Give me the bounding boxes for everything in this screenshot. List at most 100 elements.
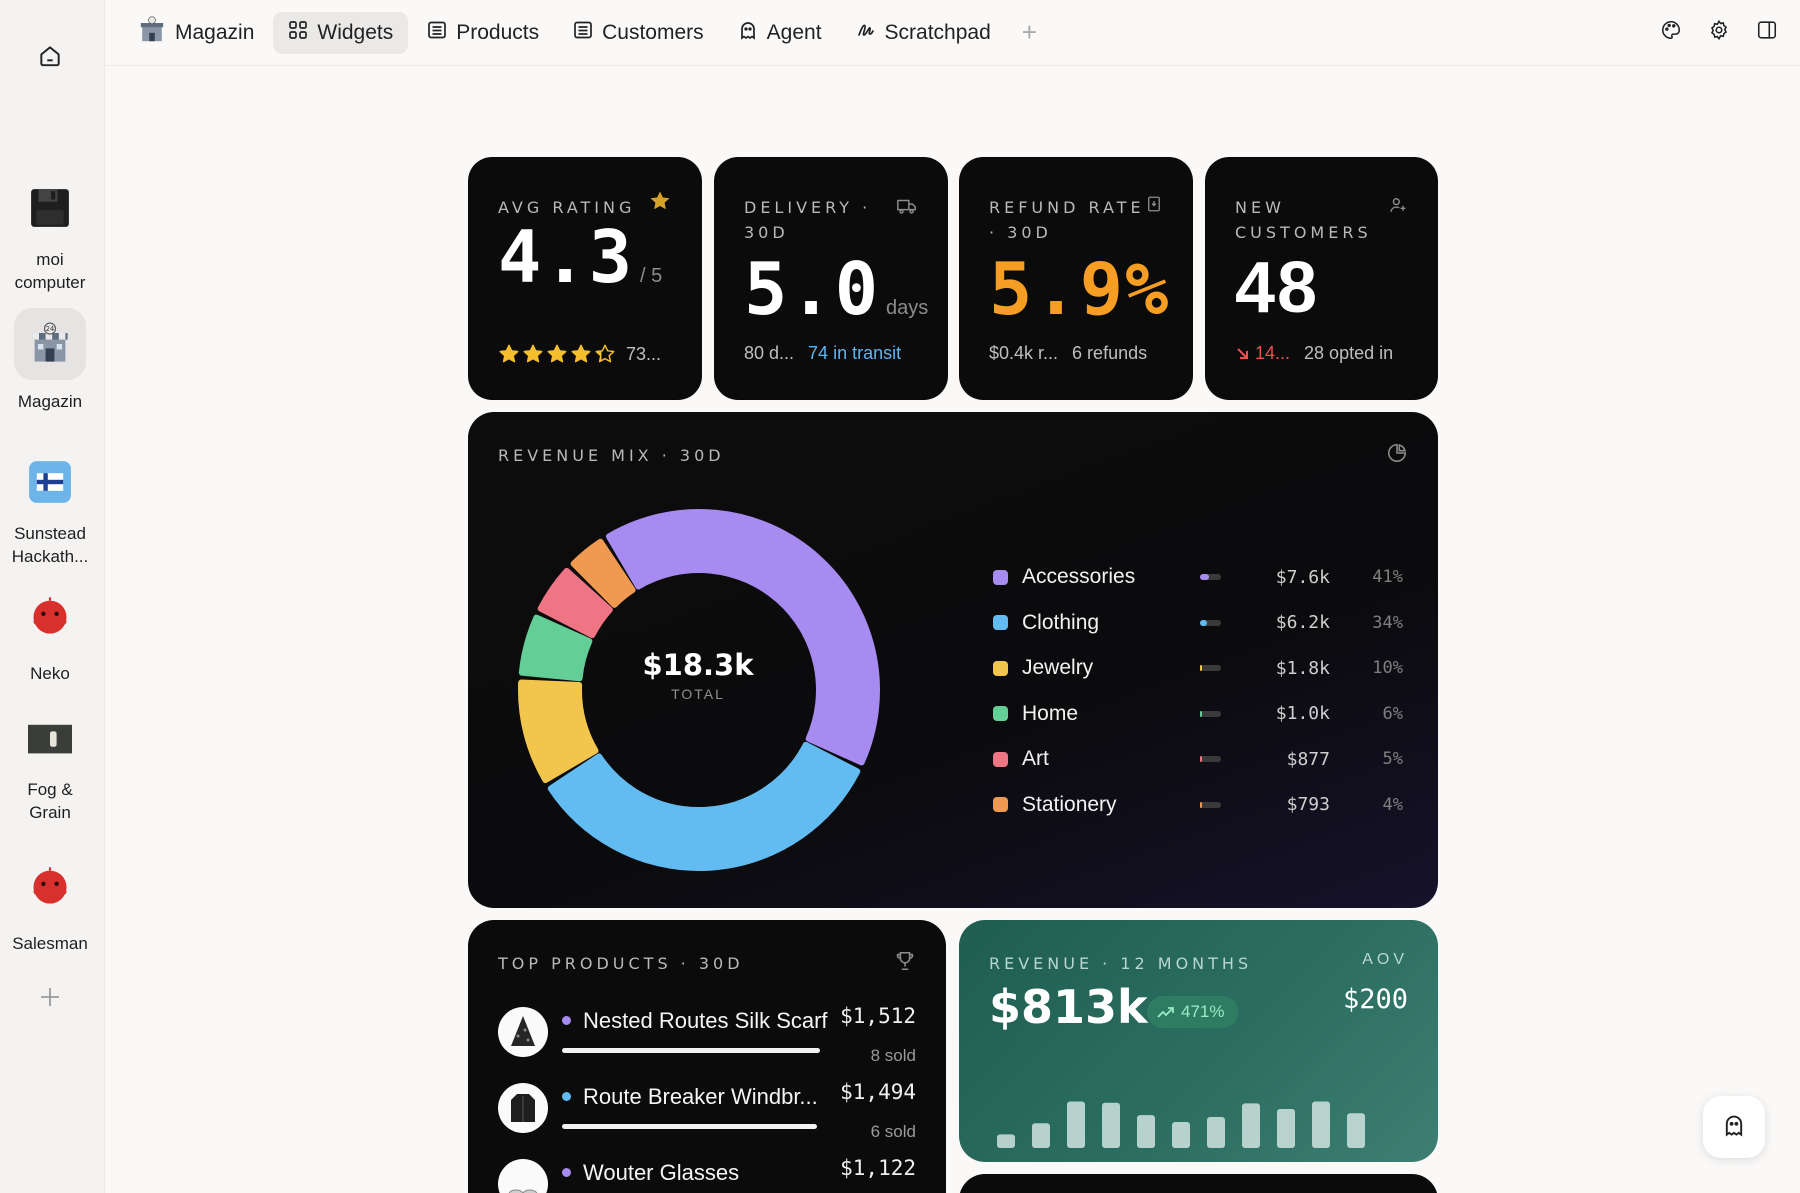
- kpi-value: 48: [1235, 248, 1320, 328]
- kpi-label-line1: NEW: [1235, 198, 1285, 217]
- legend-swatch: [993, 706, 1008, 721]
- growth-badge: 471%: [1147, 996, 1239, 1028]
- legend-value: $6.2k: [1275, 612, 1330, 633]
- revenue-month-bar[interactable]: [1102, 1102, 1120, 1148]
- sidebar-app-neko[interactable]: Neko: [0, 580, 100, 685]
- svg-text:24: 24: [46, 325, 54, 333]
- top-tab-bar: Magazin Widgets Products Customers Agent…: [105, 0, 1800, 66]
- tab-label: Widgets: [317, 20, 394, 44]
- revenue-month-bar[interactable]: [1277, 1108, 1295, 1148]
- delivery-in-transit: 74 in transit: [808, 343, 902, 363]
- legend-label: Clothing: [1022, 610, 1100, 634]
- delivery-value: 5.0: [744, 247, 881, 331]
- revenue-month-bar[interactable]: [997, 1134, 1015, 1148]
- add-app-button[interactable]: [36, 985, 64, 1013]
- tab-customers[interactable]: Customers: [558, 12, 719, 54]
- legend-item-jewelry[interactable]: Jewelry $1.8k 10%: [993, 653, 1403, 683]
- sidebar-app-sunstead[interactable]: Sunstead Hackath...: [0, 446, 100, 568]
- top-products-card: TOP PRODUCTS · 30D Nested Routes Silk Sc…: [468, 920, 946, 1193]
- top-right-actions: [1658, 17, 1780, 43]
- legend-item-accessories[interactable]: Accessories $7.6k 41%: [993, 562, 1403, 592]
- tab-products[interactable]: Products: [412, 12, 554, 54]
- sidebar-app-moi-computer[interactable]: moi computer: [0, 172, 100, 294]
- legend-swatch: [993, 660, 1008, 676]
- kpi-value: 5.0 days: [744, 247, 928, 331]
- jacket-thumbnail-icon: [498, 1083, 548, 1133]
- scarf-thumbnail-icon: [498, 1007, 548, 1057]
- add-tab-button[interactable]: +: [1021, 17, 1037, 47]
- agent-fab-button[interactable]: [1703, 1096, 1765, 1158]
- tab-label: Scratchpad: [884, 20, 991, 44]
- user-plus-icon: [1388, 195, 1408, 220]
- legend-item-home[interactable]: Home $1.0k 6%: [993, 699, 1403, 729]
- rating-unit: / 5: [640, 265, 663, 287]
- tab-scratchpad[interactable]: Scratchpad: [841, 12, 1006, 54]
- legend-swatch: [993, 569, 1008, 585]
- home-icon[interactable]: [32, 38, 68, 74]
- legend-item-art[interactable]: Art $877 5%: [993, 744, 1403, 774]
- sidebar-app-label: Fog & Grain: [27, 780, 73, 822]
- tab-agent[interactable]: Agent: [723, 12, 837, 54]
- revenue-month-bar[interactable]: [1172, 1121, 1190, 1148]
- donut-segment-art[interactable]: [537, 567, 613, 639]
- trend-up-icon: [1157, 1007, 1174, 1018]
- gear-icon[interactable]: [1706, 17, 1732, 43]
- tab-widgets[interactable]: Widgets: [273, 11, 409, 54]
- legend-label: Accessories: [1022, 565, 1136, 588]
- revenue-12m-value: $813k: [989, 980, 1148, 1034]
- revenue-month-bar[interactable]: [1312, 1101, 1330, 1149]
- legend-item-clothing[interactable]: Clothing $6.2k 34%: [993, 608, 1403, 638]
- revenue-month-bar[interactable]: [1067, 1101, 1085, 1149]
- product-row[interactable]: Wouter Glasses $1,122: [498, 1154, 916, 1193]
- sidebar-toggle-icon[interactable]: [1754, 17, 1780, 43]
- new-customers-trend: 14...: [1235, 343, 1290, 364]
- glasses-thumbnail-icon: [498, 1159, 548, 1193]
- revenue-month-bar[interactable]: [1207, 1117, 1225, 1148]
- product-row[interactable]: Route Breaker Windbr... $1,494 6 sold: [498, 1078, 916, 1148]
- product-sold: 8 sold: [870, 1046, 916, 1065]
- sidebar-app-label: Sunstead Hackath...: [11, 524, 89, 566]
- trophy-icon: [894, 950, 916, 977]
- kpi-footer: 14... 28 opted in: [1235, 343, 1418, 364]
- revenue-month-bar[interactable]: [1032, 1123, 1050, 1148]
- sidebar-app-salesman[interactable]: Salesman: [0, 850, 100, 955]
- legend-share-bar: [1199, 619, 1222, 626]
- ghost-icon: [738, 20, 758, 46]
- sidebar-app-fog-grain[interactable]: Fog & Grain: [0, 702, 100, 824]
- sidebar-app-label: moi computer: [14, 250, 86, 292]
- donut-segment-home[interactable]: [518, 614, 593, 682]
- product-row[interactable]: Nested Routes Silk Scarf $1,512 8 sold: [498, 1002, 916, 1072]
- donut-segment-accessories[interactable]: [605, 509, 880, 766]
- kpi-value: 4.3/ 5: [498, 215, 662, 299]
- store-icon: [138, 15, 166, 50]
- aov-label: AOV: [1362, 951, 1408, 968]
- pie-chart-icon[interactable]: [1386, 442, 1408, 469]
- tab-magazin[interactable]: Magazin: [123, 12, 269, 54]
- product-sold: 6 sold: [870, 1122, 916, 1141]
- refund-amount: $0.4k r...: [989, 343, 1059, 363]
- legend-value: $793: [1286, 794, 1330, 815]
- legend-value: $7.6k: [1275, 566, 1330, 588]
- revenue-12-months-card: REVENUE · 12 MONTHS AOV $813k 471% $200: [959, 920, 1438, 1162]
- product-name: Wouter Glasses: [583, 1160, 740, 1185]
- kpi-footer: $0.4k r... 6 refunds: [989, 343, 1173, 364]
- kpi-label: REFUND RATE · 30D: [989, 195, 1145, 245]
- donut-segment-jewelry[interactable]: [518, 679, 599, 784]
- donut-segment-clothing[interactable]: [547, 741, 861, 871]
- revenue-month-bar[interactable]: [1242, 1103, 1260, 1148]
- palette-icon[interactable]: [1658, 17, 1684, 43]
- revenue-month-bar[interactable]: [1137, 1115, 1155, 1148]
- list-icon: [573, 20, 593, 46]
- sidebar-app-magazin[interactable]: 24 Magazin: [0, 308, 100, 413]
- product-color-dot: [562, 1016, 571, 1025]
- revenue-12m-title: REVENUE · 12 MONTHS: [989, 954, 1253, 973]
- legend-item-stationery[interactable]: Stationery $793 4%: [993, 790, 1403, 820]
- delivery-unit: days: [886, 297, 929, 319]
- donut-segment-stationery[interactable]: [570, 538, 636, 608]
- revenue-month-bar[interactable]: [1347, 1113, 1365, 1148]
- tab-label: Products: [456, 20, 540, 44]
- star-icon: [595, 344, 615, 363]
- scribble-icon: [856, 20, 876, 46]
- red-creature-icon: [14, 850, 86, 922]
- kpi-avg-rating-card: AVG RATING 4.3/ 5 73...: [468, 157, 702, 400]
